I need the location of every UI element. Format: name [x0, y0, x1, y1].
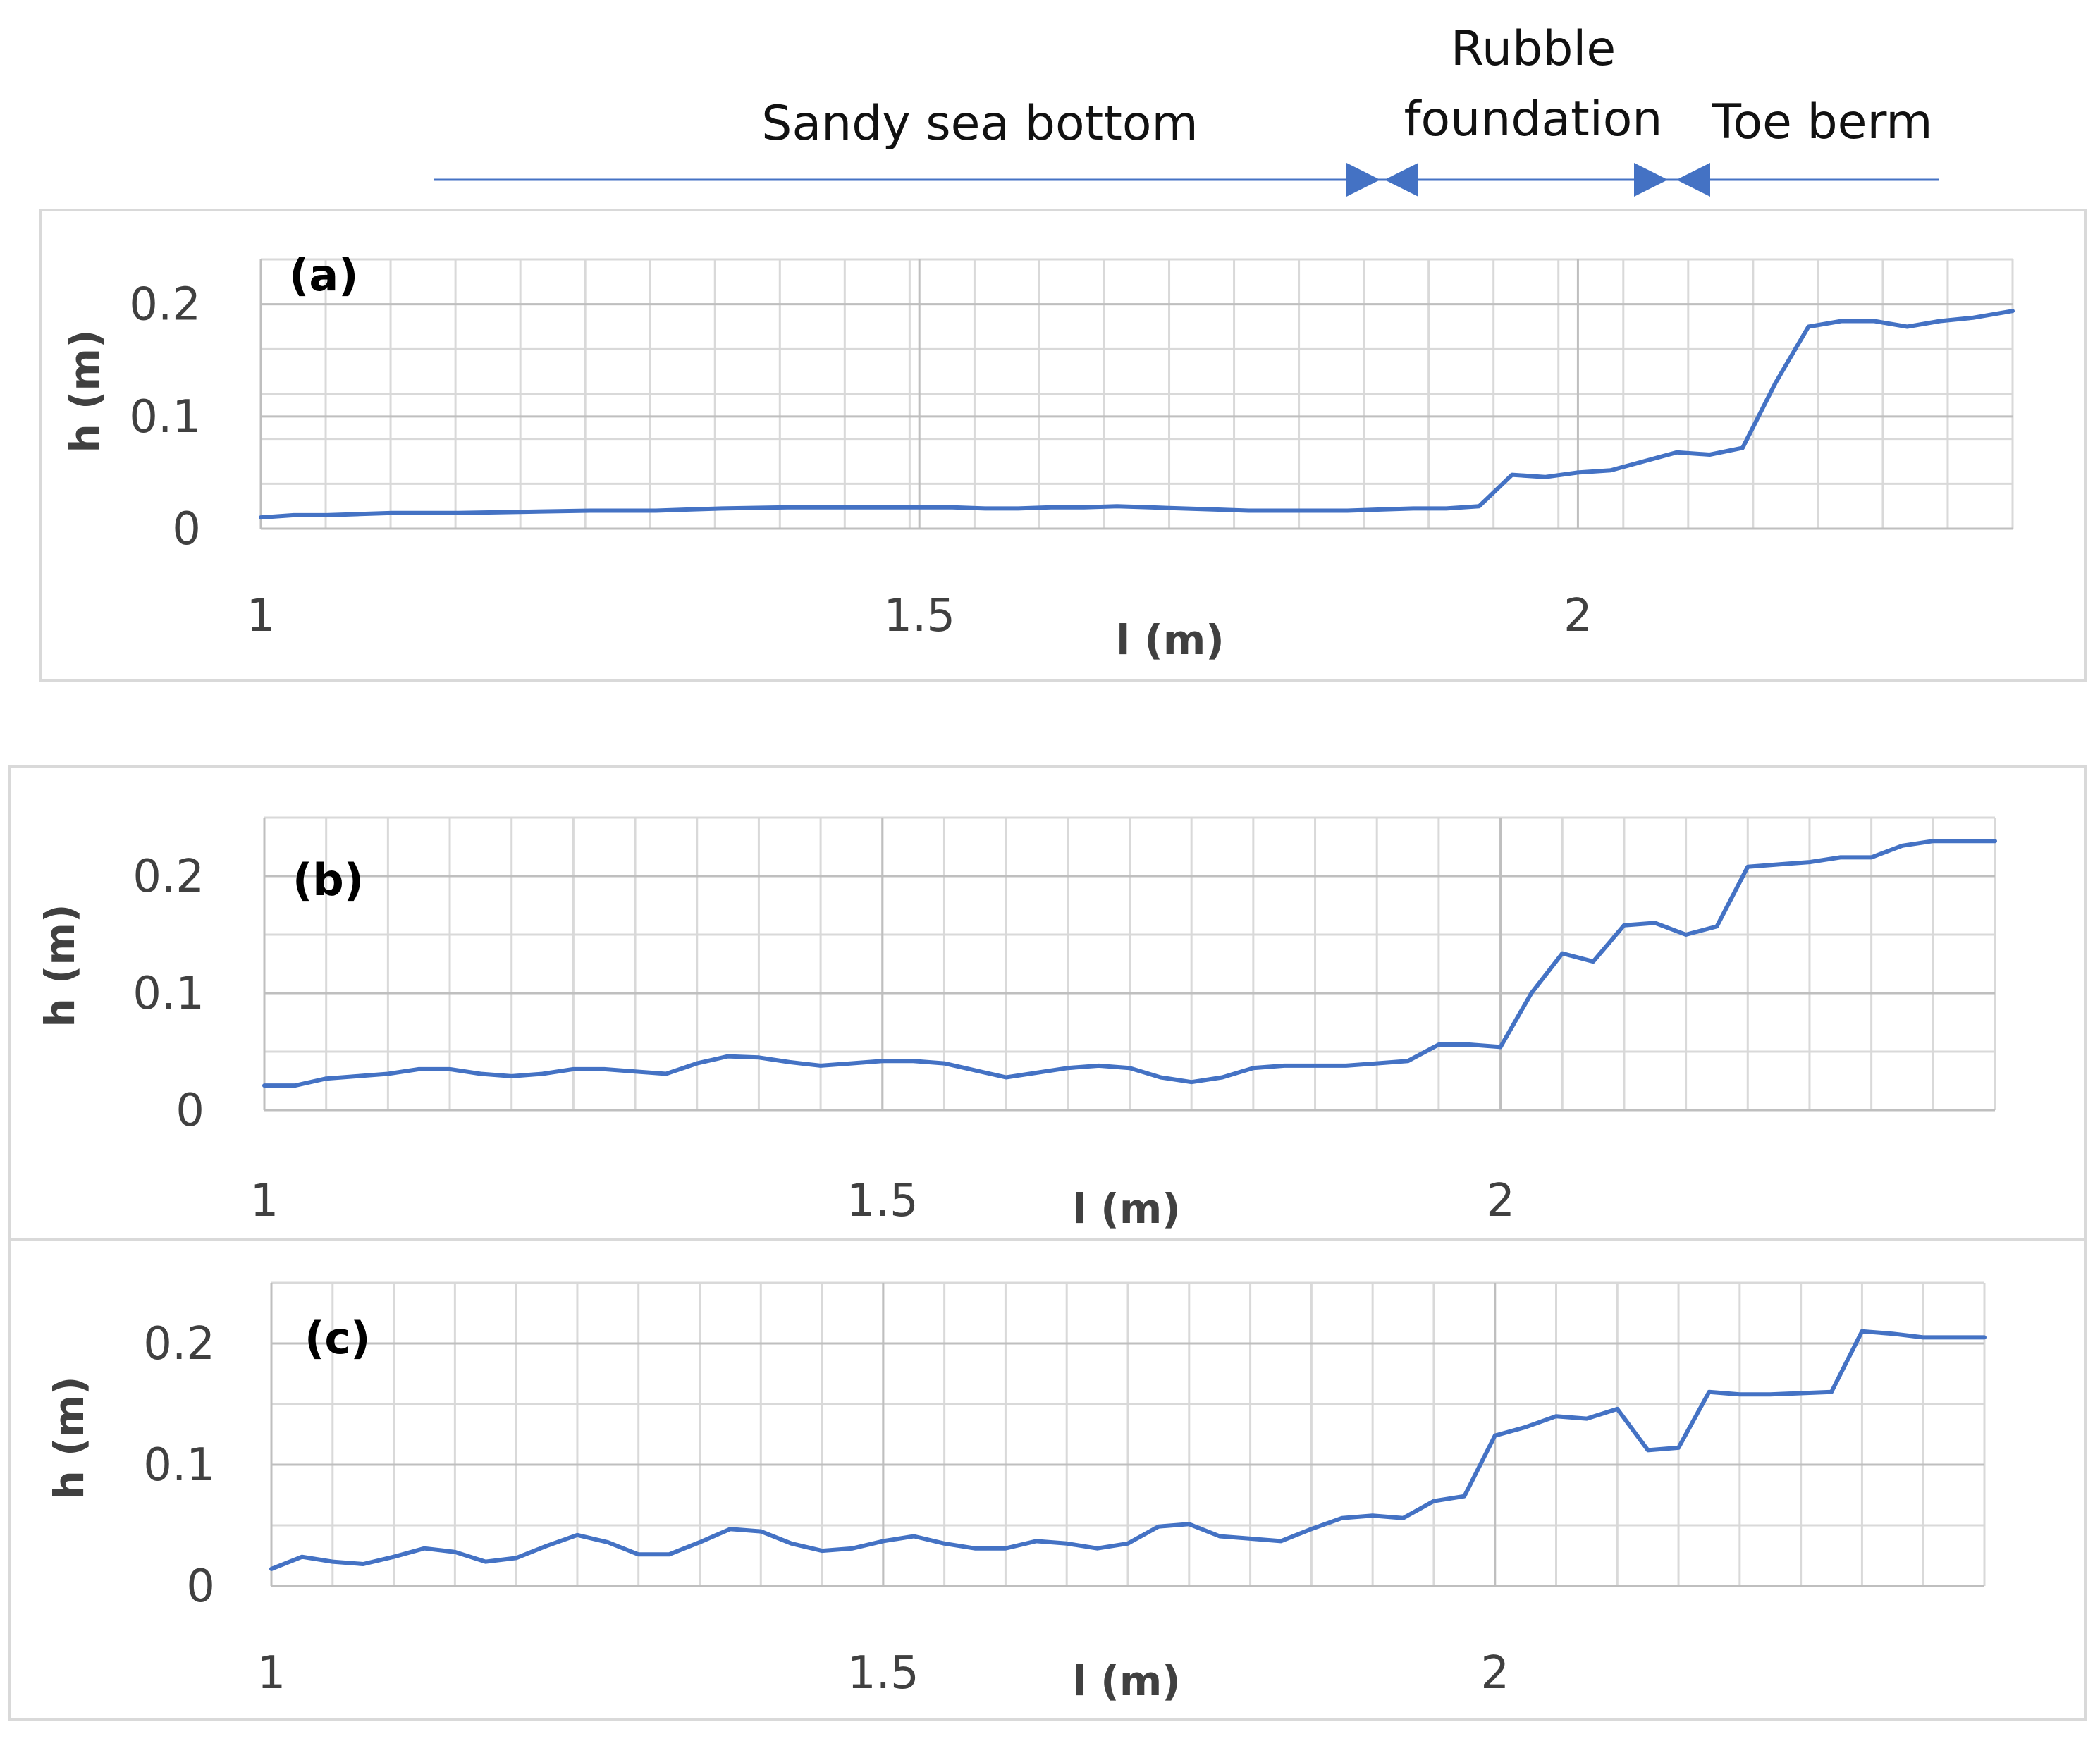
panel-b-x-axis-title: l (m): [1072, 1185, 1181, 1233]
x-tick-label: 1: [257, 1647, 286, 1699]
toe-zone-arrow-head: [1676, 163, 1710, 197]
sandy-zone-arrow-head: [1346, 163, 1380, 197]
y-tick-label: 0.1: [143, 1439, 215, 1491]
panel-b-x-ticks: 1 1.5 2: [250, 1175, 1515, 1227]
zone-annotations: Sandy sea bottom Rubble foundation Toe b…: [434, 21, 1939, 197]
x-tick-label: 1.5: [883, 590, 955, 642]
panel-a-label: (a): [289, 250, 359, 301]
rubble-zone-arrow-head-right: [1634, 163, 1668, 197]
panel-c-y-ticks: 0 0.1 0.2: [143, 1318, 215, 1613]
x-tick-label: 2: [1564, 590, 1592, 642]
x-tick-label: 1.5: [847, 1647, 919, 1699]
rubble-zone-arrow-head-left: [1384, 163, 1418, 197]
zone-label-rubble-line1: Rubble: [1451, 21, 1616, 77]
y-tick-label: 0: [172, 503, 201, 555]
x-tick-label: 1: [250, 1175, 279, 1227]
y-tick-label: 0: [176, 1085, 204, 1137]
panel-b-series-line: [262, 839, 1997, 1088]
x-tick-label: 2: [1486, 1175, 1515, 1227]
panel-a-x-axis-title: l (m): [1116, 616, 1224, 664]
x-tick-label: 1.5: [847, 1175, 919, 1227]
zone-arrows: [434, 163, 1939, 197]
panel-b-y-ticks: 0 0.1 0.2: [133, 851, 204, 1137]
y-tick-label: 0.2: [129, 279, 201, 331]
chart-panel-c: 00.10.2 1 1.5 2 (c) l (m) h (m): [8, 1238, 2087, 1721]
panel-b-grid: [263, 816, 1996, 1112]
panel-b-label: (b): [293, 854, 364, 906]
panel-b-y-axis-title: h (m): [36, 904, 84, 1028]
panel-c-series-line: [269, 1329, 1987, 1571]
chart-panel-b: 00.10.2 1 1.5 2 (b) l (m) h (m): [8, 765, 2087, 1241]
panel-c-x-axis-title: l (m): [1072, 1657, 1181, 1705]
chart-panel-a: 00.10.2 1 1.5 2 (a) l (m) h (m): [39, 209, 2087, 682]
zone-label-toe-berm: Toe berm: [1711, 94, 1932, 150]
panel-a-series-line: [259, 309, 2015, 520]
panel-c-x-ticks: 1 1.5 2: [257, 1647, 1509, 1699]
panel-c-frame: [8, 1238, 2087, 1721]
y-tick-label: 0.2: [143, 1318, 215, 1370]
y-tick-label: 0.2: [133, 851, 204, 903]
panel-c-y-axis-title: h (m): [45, 1377, 93, 1500]
panel-c-grid: [270, 1281, 1986, 1587]
panel-a-x-ticks: 1 1.5 2: [247, 590, 1592, 642]
panel-a-y-ticks: 0 0.1 0.2: [129, 279, 201, 555]
y-tick-label: 0.1: [133, 968, 204, 1020]
x-tick-label: 1: [247, 590, 276, 642]
panel-c-label: (c): [305, 1312, 370, 1364]
x-tick-label: 2: [1480, 1647, 1509, 1699]
panel-a-y-axis-title: h (m): [61, 330, 109, 453]
y-tick-label: 0: [186, 1561, 215, 1613]
panel-a-grid: [259, 258, 2014, 530]
panel-b-frame: [8, 765, 2087, 1241]
zone-label-rubble-line2: foundation: [1404, 92, 1663, 147]
zone-label-sandy: Sandy sea bottom: [761, 96, 1198, 152]
y-tick-label: 0.1: [129, 391, 201, 443]
